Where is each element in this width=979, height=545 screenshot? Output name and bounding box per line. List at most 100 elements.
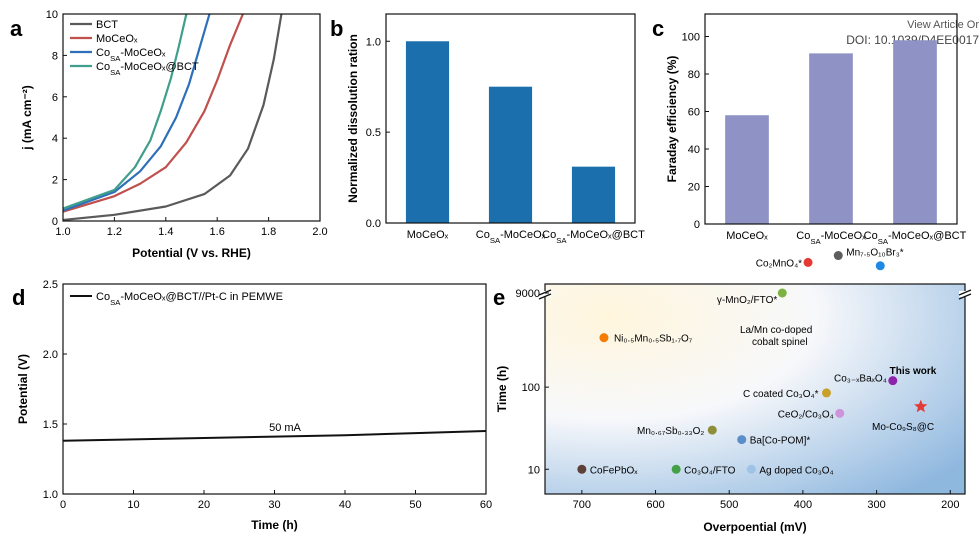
y-tick-label-a-0: 0 <box>52 216 58 228</box>
panel-b-letter: b <box>330 16 343 41</box>
panel-d-letter: d <box>12 285 25 310</box>
x-tick-label-a-2: 1.4 <box>158 226 173 238</box>
category-label-b-2: CoSA-MoCeOₓ@BCT <box>542 229 645 245</box>
point-label-e-12: CoFePbOₓ <box>590 465 638 476</box>
point-marker-e-2 <box>803 257 813 267</box>
x-tick-label-d-4: 40 <box>339 499 351 511</box>
watermark: View Article Or DOI: 10.1039/D4EE0017 <box>846 18 979 48</box>
bar-b-2 <box>571 166 616 223</box>
y-tick-label-a-1: 2 <box>52 175 58 187</box>
panel-e-letter: e <box>493 285 505 310</box>
point-marker-e-3 <box>875 261 885 271</box>
series-line-a-0 <box>63 14 283 221</box>
point-marker-e-4 <box>599 333 609 343</box>
y-tick-label-e-0: 10 <box>528 464 540 476</box>
point-marker-e-6 <box>821 388 831 398</box>
axis-break-gap-1 <box>959 291 971 297</box>
bar-c-0 <box>725 115 769 224</box>
x-tick-label-a-3: 1.6 <box>210 226 225 238</box>
x-tick-label-d-1: 10 <box>127 499 139 511</box>
y-tick-label-b-1: 0.5 <box>366 127 381 139</box>
annotation-d: 50 mA <box>269 422 301 434</box>
panel-c-letter: c <box>652 16 664 41</box>
point-label-e-1: Mn₇.₅O₁₀Br₃* <box>846 248 904 259</box>
plot-frame-c <box>704 13 958 225</box>
x-axis-label-d: Time (h) <box>251 518 297 532</box>
x-tick-label-e-1: 600 <box>646 499 664 511</box>
plot-background-e <box>545 284 965 494</box>
point-label-e-13: Co₃O₄/FTO <box>684 465 736 476</box>
y-tick-label-d-2: 2.0 <box>43 349 58 361</box>
y-axis-label-c: Faraday efficiency (%) <box>665 56 679 183</box>
bar-b-1 <box>488 86 533 224</box>
x-tick-label-d-5: 50 <box>409 499 421 511</box>
y-tick-label-c-4: 80 <box>688 69 700 81</box>
x-tick-label-e-0: 700 <box>573 499 591 511</box>
bar-b-0 <box>405 41 450 224</box>
point-marker-e-9 <box>707 425 717 435</box>
plot-frame-e <box>544 283 966 495</box>
y-tick-label-c-0: 0 <box>694 219 700 231</box>
legend-label-d-0: CoSA-MoCeOₓ@BCT//Pt-C in PEMWE <box>96 291 283 307</box>
point-label-e-4: Ni₀.₅Mn₀.₅Sb₁.₇O₇ <box>614 334 693 345</box>
point-label-e-3-line2: cobalt spinel <box>752 337 808 348</box>
y-tick-label-d-1: 1.5 <box>43 419 58 431</box>
y-tick-label-b-2: 1.0 <box>366 36 381 48</box>
axis-break-mark-b-0 <box>538 293 552 300</box>
y-tick-label-d-3: 2.5 <box>43 279 58 291</box>
watermark-line1: View Article Or <box>907 19 979 31</box>
point-label-e-3: La/Mn co-doped <box>740 325 812 336</box>
y-tick-label-a-3: 6 <box>52 92 58 104</box>
point-marker-e-7 <box>914 399 928 413</box>
point-label-e-11: Mo-Co₉S₈@C <box>872 422 934 433</box>
axis-break-mark-a-1 <box>958 289 972 296</box>
series-line-a-2 <box>63 14 211 212</box>
point-label-e-2: Co₂MnO₄* <box>756 258 802 269</box>
point-marker-e-10 <box>737 435 747 445</box>
x-tick-label-e-2: 500 <box>720 499 738 511</box>
legend-label-a-1: MoCeOₓ <box>96 33 138 45</box>
y-tick-label-c-3: 60 <box>688 107 700 119</box>
bar-c-2 <box>893 40 937 224</box>
point-marker-e-14 <box>746 464 756 474</box>
point-label-e-9: Mn₀.₆₇Sb₀.₃₃O₂ <box>637 426 704 437</box>
point-label-e-6: C coated Co₃O₄* <box>743 389 819 400</box>
x-tick-label-e-3: 400 <box>794 499 812 511</box>
plot-frame-a <box>62 13 321 222</box>
y-tick-label-c-5: 100 <box>682 32 700 44</box>
point-marker-e-8 <box>835 408 845 418</box>
y-axis-label-a: j (mA cm⁻²) <box>20 85 34 151</box>
point-marker-e-1 <box>833 251 843 261</box>
plot-frame-d <box>62 283 487 495</box>
y-tick-label-c-1: 20 <box>688 182 700 194</box>
point-label-e-8: CeO₂/Co₃O₄ <box>778 409 834 420</box>
x-tick-label-e-4: 300 <box>867 499 885 511</box>
category-label-c-2: CoSA-MoCeOₓ@BCT <box>864 230 967 246</box>
x-tick-label-a-0: 1.0 <box>55 226 70 238</box>
series-line-d-0 <box>62 430 487 442</box>
point-label-e-7: This work <box>890 366 937 377</box>
point-marker-e-0 <box>777 288 787 298</box>
y-axis-label-b: Normalized dissolution ration <box>346 34 360 203</box>
legend-label-a-0: BCT <box>96 19 118 31</box>
x-tick-label-d-0: 0 <box>60 499 66 511</box>
axis-break-gap-0 <box>539 291 551 297</box>
x-tick-label-a-4: 1.8 <box>261 226 276 238</box>
point-label-e-5: Co₃₋ₓBaₓO₄ <box>834 374 887 385</box>
category-label-c-1: CoSA-MoCeOₓ <box>796 230 866 246</box>
watermark-doi: DOI: 10.1039/D4EE0017 <box>846 33 979 47</box>
y-tick-label-b-0: 0.0 <box>366 218 381 230</box>
point-label-e-10: Ba[Co-POM]* <box>750 436 811 447</box>
x-axis-label-e: Overpoential (mV) <box>703 520 806 534</box>
x-tick-label-e-5: 200 <box>941 499 959 511</box>
series-line-a-3 <box>63 14 188 210</box>
bar-c-1 <box>809 53 853 224</box>
category-label-b-1: CoSA-MoCeOₓ <box>476 229 546 245</box>
x-tick-label-d-6: 60 <box>480 499 492 511</box>
y-tick-label-c-2: 40 <box>688 144 700 156</box>
y-tick-label-e-2: 9000 <box>516 288 540 300</box>
y-tick-label-a-5: 10 <box>46 9 58 21</box>
x-tick-label-d-2: 20 <box>198 499 210 511</box>
point-marker-e-13 <box>671 464 681 474</box>
